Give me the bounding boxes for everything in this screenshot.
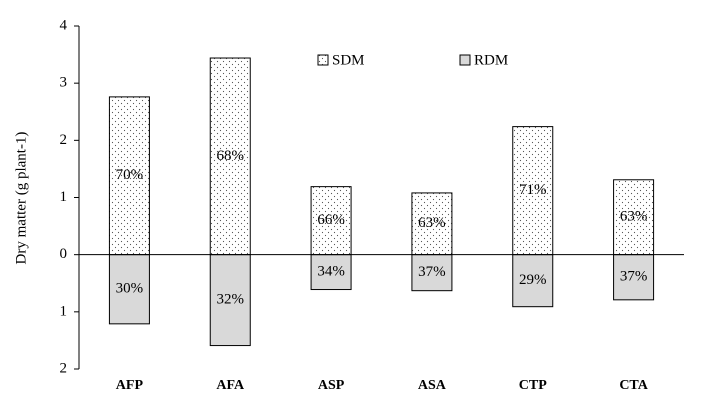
legend-label: RDM [474,52,508,68]
y-tick-label: 3 [60,75,68,91]
y-tick-label: 2 [60,360,68,376]
data-label: 34% [317,264,345,280]
data-label: 29% [519,272,547,288]
bar [411,254,453,292]
bar [512,254,554,308]
bar [209,254,251,347]
x-tick-label: AFP [116,378,144,393]
x-tick-label: ASA [418,378,447,393]
data-label: 66% [317,212,345,228]
bar [108,254,150,325]
x-tick-label: CTA [619,378,648,393]
legend-label: SDM [332,52,365,68]
data-label: 32% [217,292,245,308]
bar [209,57,251,256]
bar [613,179,655,256]
y-axis-label: Dry matter (g plant-1) [13,132,29,265]
bar [310,186,352,256]
data-label: 37% [620,269,648,285]
y-tick-label: 1 [60,189,68,205]
data-label: 70% [116,167,144,183]
x-tick-label: AFA [216,378,245,393]
data-label: 68% [217,148,245,164]
bar [613,254,655,301]
y-tick-label: 0 [60,246,68,262]
data-label: 37% [418,264,446,280]
data-label: 63% [620,209,648,225]
bar [108,96,150,256]
y-tick-label: 4 [60,17,68,33]
y-tick-label: 2 [60,132,68,148]
x-tick-label: ASP [318,378,345,393]
y-tick-label: 1 [60,303,68,319]
data-label: 63% [418,215,446,231]
data-label: 30% [116,281,144,297]
data-label: 71% [519,182,547,198]
bar [411,192,453,256]
legend-swatch [459,54,471,66]
x-tick-label: CTP [519,378,547,393]
legend-swatch [317,54,329,66]
